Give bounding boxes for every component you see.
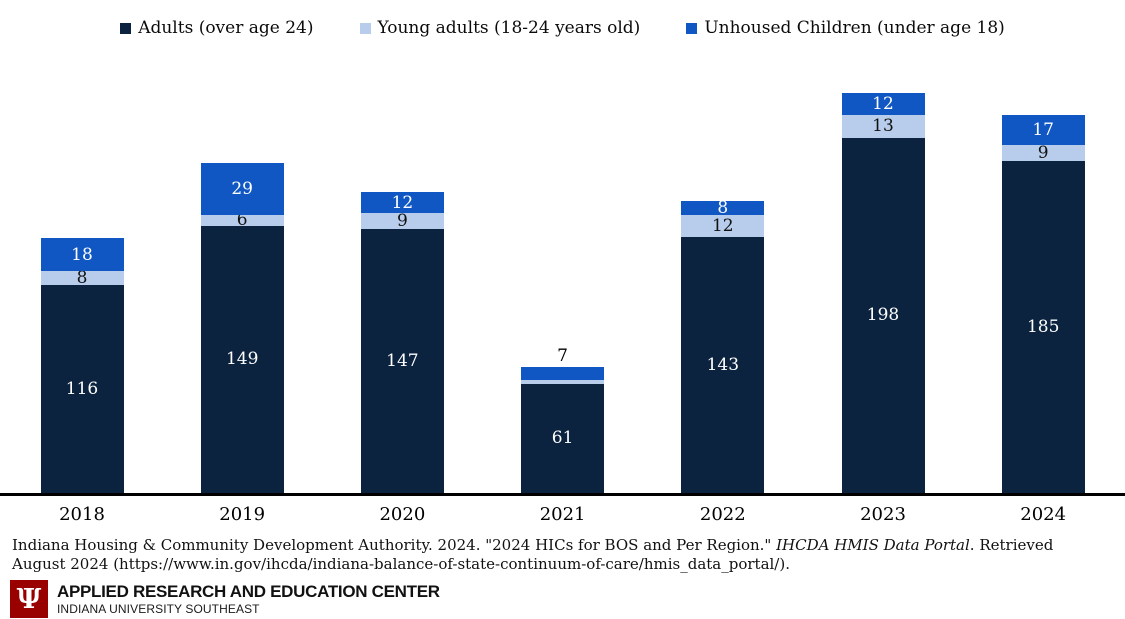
bar-segment-2018-series-0 xyxy=(40,285,124,493)
bar-segment-2021-series-1 xyxy=(521,380,605,384)
footer-campus-name: INDIANA UNIVERSITY SOUTHEAST xyxy=(57,602,260,616)
source-text-italic: IHCDA HMIS Data Portal xyxy=(776,536,970,554)
source-citation: Indiana Housing & Community Development … xyxy=(12,536,1117,574)
bar-value-label: 198 xyxy=(866,305,900,326)
x-axis-label-2018: 2018 xyxy=(59,504,105,525)
x-axis-label-2024: 2024 xyxy=(1020,504,1067,525)
bar-segment-2019-series-1 xyxy=(200,215,284,226)
bar-segment-2020-series-0 xyxy=(360,229,444,493)
x-axis-label-2023: 2023 xyxy=(860,504,906,525)
bar-value-label: 9 xyxy=(396,211,408,232)
legend-label: Young adults (18-24 years old) xyxy=(377,18,641,38)
bar-value-label: 12 xyxy=(872,93,894,114)
bar-value-label: 12 xyxy=(391,192,414,213)
bar-value-label: 6 xyxy=(236,210,248,231)
bar-segment-2021-series-2 xyxy=(521,367,605,381)
x-axis-label-2019: 2019 xyxy=(219,504,266,525)
bar-segment-2021-series-0 xyxy=(521,383,605,493)
bar-value-label: 18 xyxy=(71,244,93,265)
bar-value-label: 8 xyxy=(76,267,88,288)
footer: Ψ APPLIED RESEARCH AND EDUCATION CENTER … xyxy=(10,580,440,618)
bar-value-label: 143 xyxy=(706,354,740,375)
bar-value-label: 185 xyxy=(1026,317,1060,338)
footer-text: APPLIED RESEARCH AND EDUCATION CENTER IN… xyxy=(57,582,440,616)
x-axis-line xyxy=(0,493,1125,496)
footer-org-name: APPLIED RESEARCH AND EDUCATION CENTER xyxy=(57,582,440,601)
bar-value-label: 61 xyxy=(551,428,574,449)
bar-segment-2018-series-2 xyxy=(40,238,124,271)
bar-segment-2024-series-0 xyxy=(1001,161,1085,493)
legend: Adults (over age 24) Young adults (18-24 … xyxy=(0,18,1125,38)
bar-segment-2022-series-2 xyxy=(681,200,765,216)
legend-swatch-icon xyxy=(359,22,371,34)
bar-segment-2019-series-0 xyxy=(200,225,284,493)
legend-item-1: Young adults (18-24 years old) xyxy=(359,18,641,38)
bar-segment-2020-series-1 xyxy=(360,213,444,230)
bar-segment-2020-series-2 xyxy=(360,191,444,214)
legend-item-2: Unhoused Children (under age 18) xyxy=(686,18,1005,38)
bar-segment-2019-series-2 xyxy=(200,163,284,216)
bar-segment-2018-series-1 xyxy=(40,270,124,285)
bar-value-label: 8 xyxy=(717,197,729,218)
bar-segment-2024-series-1 xyxy=(1001,145,1085,162)
x-axis-label-2020: 2020 xyxy=(379,504,426,525)
bar-value-label: 12 xyxy=(711,215,734,236)
bar-segment-2023-series-2 xyxy=(841,93,925,115)
bar-value-label: 147 xyxy=(386,351,419,372)
bar-value-label: 149 xyxy=(225,349,259,370)
bar-segment-2022-series-0 xyxy=(681,236,765,493)
bar-segment-2023-series-0 xyxy=(841,137,925,493)
bar-value-label: 17 xyxy=(1032,119,1054,140)
bar-value-label: 7 xyxy=(557,346,568,367)
bar-segment-2022-series-1 xyxy=(681,215,765,237)
bar-value-label: 9 xyxy=(1037,143,1049,164)
legend-item-0: Adults (over age 24) xyxy=(120,18,314,38)
bar-value-label: 13 xyxy=(872,116,894,137)
bar-value-label: 116 xyxy=(65,379,99,399)
bar-chart: 1168182018149629201914791220206127202114… xyxy=(0,93,1125,525)
x-axis-label-2022: 2022 xyxy=(699,504,746,525)
bar-segment-2024-series-2 xyxy=(1001,114,1085,146)
legend-swatch-icon xyxy=(120,22,132,34)
source-text-post: . Retrieved xyxy=(969,536,1054,554)
legend-label: Adults (over age 24) xyxy=(138,18,314,38)
iu-trident-logo-icon: Ψ xyxy=(10,580,48,618)
legend-label: Unhoused Children (under age 18) xyxy=(704,18,1005,38)
bar-segment-2023-series-1 xyxy=(841,114,925,138)
source-text-line2: August 2024 (https://www.in.gov/ihcda/in… xyxy=(12,555,790,573)
source-text-pre: Indiana Housing & Community Development … xyxy=(12,536,777,554)
legend-swatch-icon xyxy=(686,22,698,34)
bar-value-label: 29 xyxy=(231,179,253,200)
x-axis-label-2021: 2021 xyxy=(539,504,586,525)
